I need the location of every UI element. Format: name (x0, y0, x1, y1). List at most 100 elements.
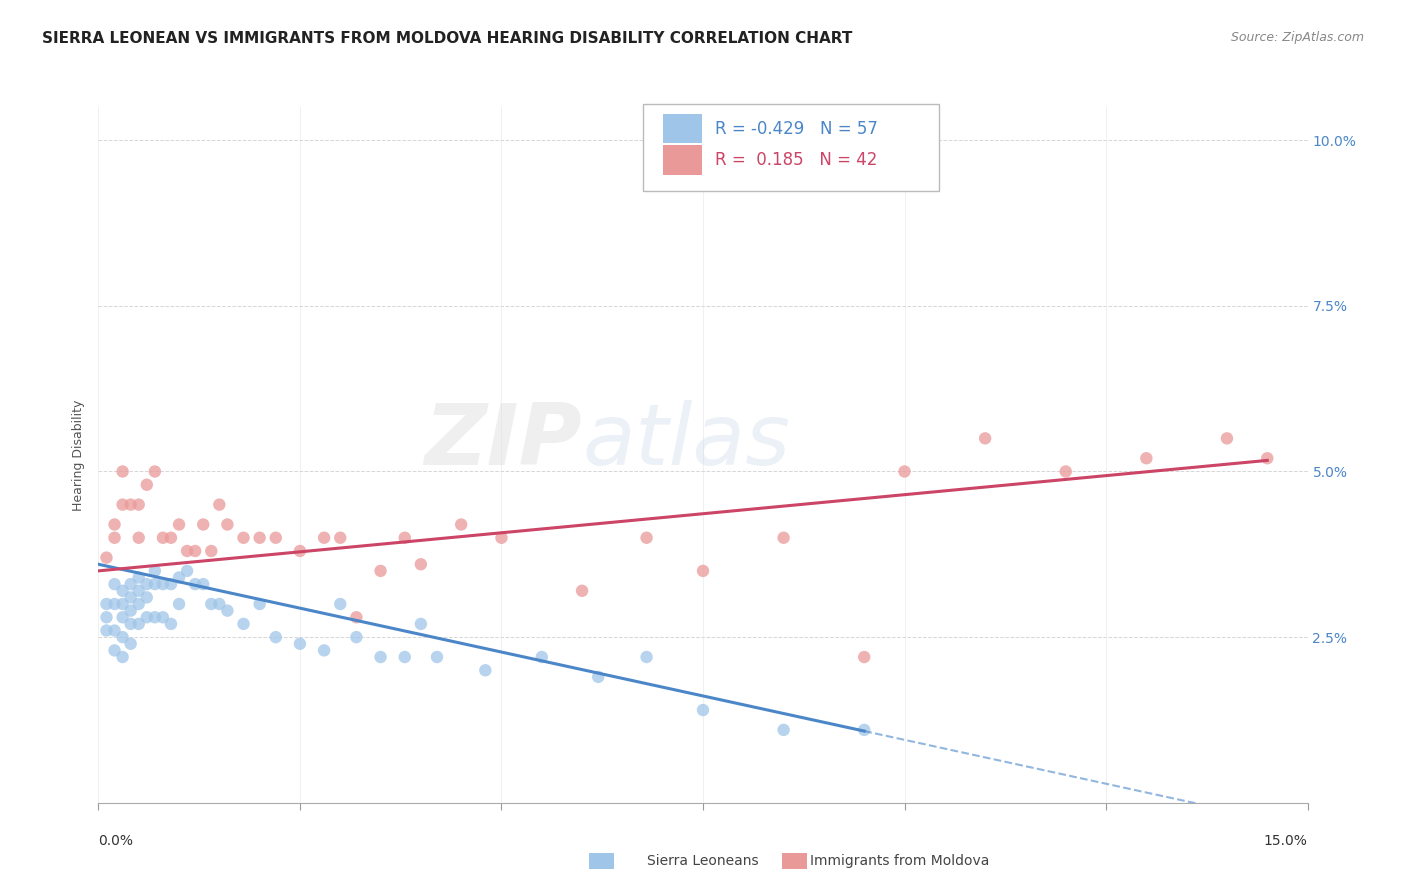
Point (176, 564, 198, 578)
Point (184, 577, 207, 591)
Point (128, 583, 150, 598)
Point (1216, 431, 1239, 445)
Text: atlas: atlas (582, 400, 790, 483)
Point (103, 577, 125, 591)
Point (394, 650, 416, 665)
Point (853, 650, 876, 665)
Point (103, 531, 125, 545)
Point (160, 616, 183, 631)
Point (143, 465, 166, 479)
Point (128, 570, 150, 584)
FancyBboxPatch shape (782, 853, 807, 869)
Point (264, 630, 287, 644)
Point (249, 597, 271, 611)
Point (217, 517, 239, 532)
Point (128, 597, 150, 611)
Point (530, 650, 553, 665)
Y-axis label: Hearing Disability: Hearing Disability (72, 400, 86, 510)
Point (120, 577, 142, 591)
Point (636, 650, 658, 665)
Point (184, 544, 207, 558)
Point (409, 558, 432, 572)
Point (394, 531, 416, 545)
Point (426, 650, 449, 665)
FancyBboxPatch shape (664, 145, 702, 175)
Point (232, 616, 254, 631)
Point (370, 650, 392, 665)
Text: Sierra Leoneans: Sierra Leoneans (647, 854, 759, 868)
Point (344, 630, 367, 644)
Text: Immigrants from Moldova: Immigrants from Moldova (810, 854, 990, 868)
Point (96, 550, 118, 565)
Point (111, 610, 134, 624)
Point (586, 670, 609, 684)
Point (167, 570, 190, 584)
Point (128, 498, 150, 512)
Point (193, 577, 215, 591)
Point (128, 531, 150, 545)
Point (314, 531, 336, 545)
Point (1054, 465, 1077, 479)
Point (692, 703, 714, 717)
Point (111, 597, 134, 611)
Point (491, 531, 513, 545)
FancyBboxPatch shape (664, 114, 702, 144)
Point (120, 637, 142, 651)
Point (636, 531, 658, 545)
Point (96, 610, 118, 624)
Point (329, 531, 352, 545)
Point (111, 650, 134, 665)
Point (370, 564, 392, 578)
Point (217, 604, 239, 618)
Point (1256, 451, 1278, 466)
Point (314, 643, 336, 657)
Point (208, 597, 231, 611)
Point (232, 531, 254, 545)
Point (571, 583, 593, 598)
Point (692, 564, 714, 578)
Point (143, 564, 166, 578)
Point (167, 517, 190, 532)
Point (152, 577, 174, 591)
Point (1135, 451, 1157, 466)
Point (344, 610, 367, 624)
Point (143, 577, 166, 591)
Point (135, 591, 157, 605)
Point (103, 597, 125, 611)
Point (128, 616, 150, 631)
Point (772, 723, 794, 737)
Point (160, 531, 183, 545)
Point (160, 577, 183, 591)
Point (96, 624, 118, 638)
Point (111, 630, 134, 644)
Point (120, 616, 142, 631)
Point (208, 498, 231, 512)
Point (96, 597, 118, 611)
Point (167, 597, 190, 611)
Text: SIERRA LEONEAN VS IMMIGRANTS FROM MOLDOVA HEARING DISABILITY CORRELATION CHART: SIERRA LEONEAN VS IMMIGRANTS FROM MOLDOV… (42, 31, 852, 46)
Point (152, 531, 174, 545)
Point (143, 610, 166, 624)
Point (103, 643, 125, 657)
FancyBboxPatch shape (589, 853, 614, 869)
Text: R = -0.429   N = 57: R = -0.429 N = 57 (716, 120, 877, 137)
FancyBboxPatch shape (643, 103, 939, 191)
Point (103, 624, 125, 638)
Point (450, 517, 472, 532)
Point (772, 531, 794, 545)
Point (329, 597, 352, 611)
Point (135, 577, 157, 591)
Point (120, 498, 142, 512)
Point (288, 637, 311, 651)
Text: 0.0%: 0.0% (98, 834, 134, 848)
Text: Source: ZipAtlas.com: Source: ZipAtlas.com (1230, 31, 1364, 45)
Text: 15.0%: 15.0% (1264, 834, 1308, 848)
Point (176, 544, 198, 558)
Point (200, 597, 222, 611)
Point (135, 610, 157, 624)
Text: ZIP: ZIP (425, 400, 582, 483)
Point (111, 583, 134, 598)
Point (893, 465, 915, 479)
Text: R =  0.185   N = 42: R = 0.185 N = 42 (716, 151, 877, 169)
Point (264, 531, 287, 545)
